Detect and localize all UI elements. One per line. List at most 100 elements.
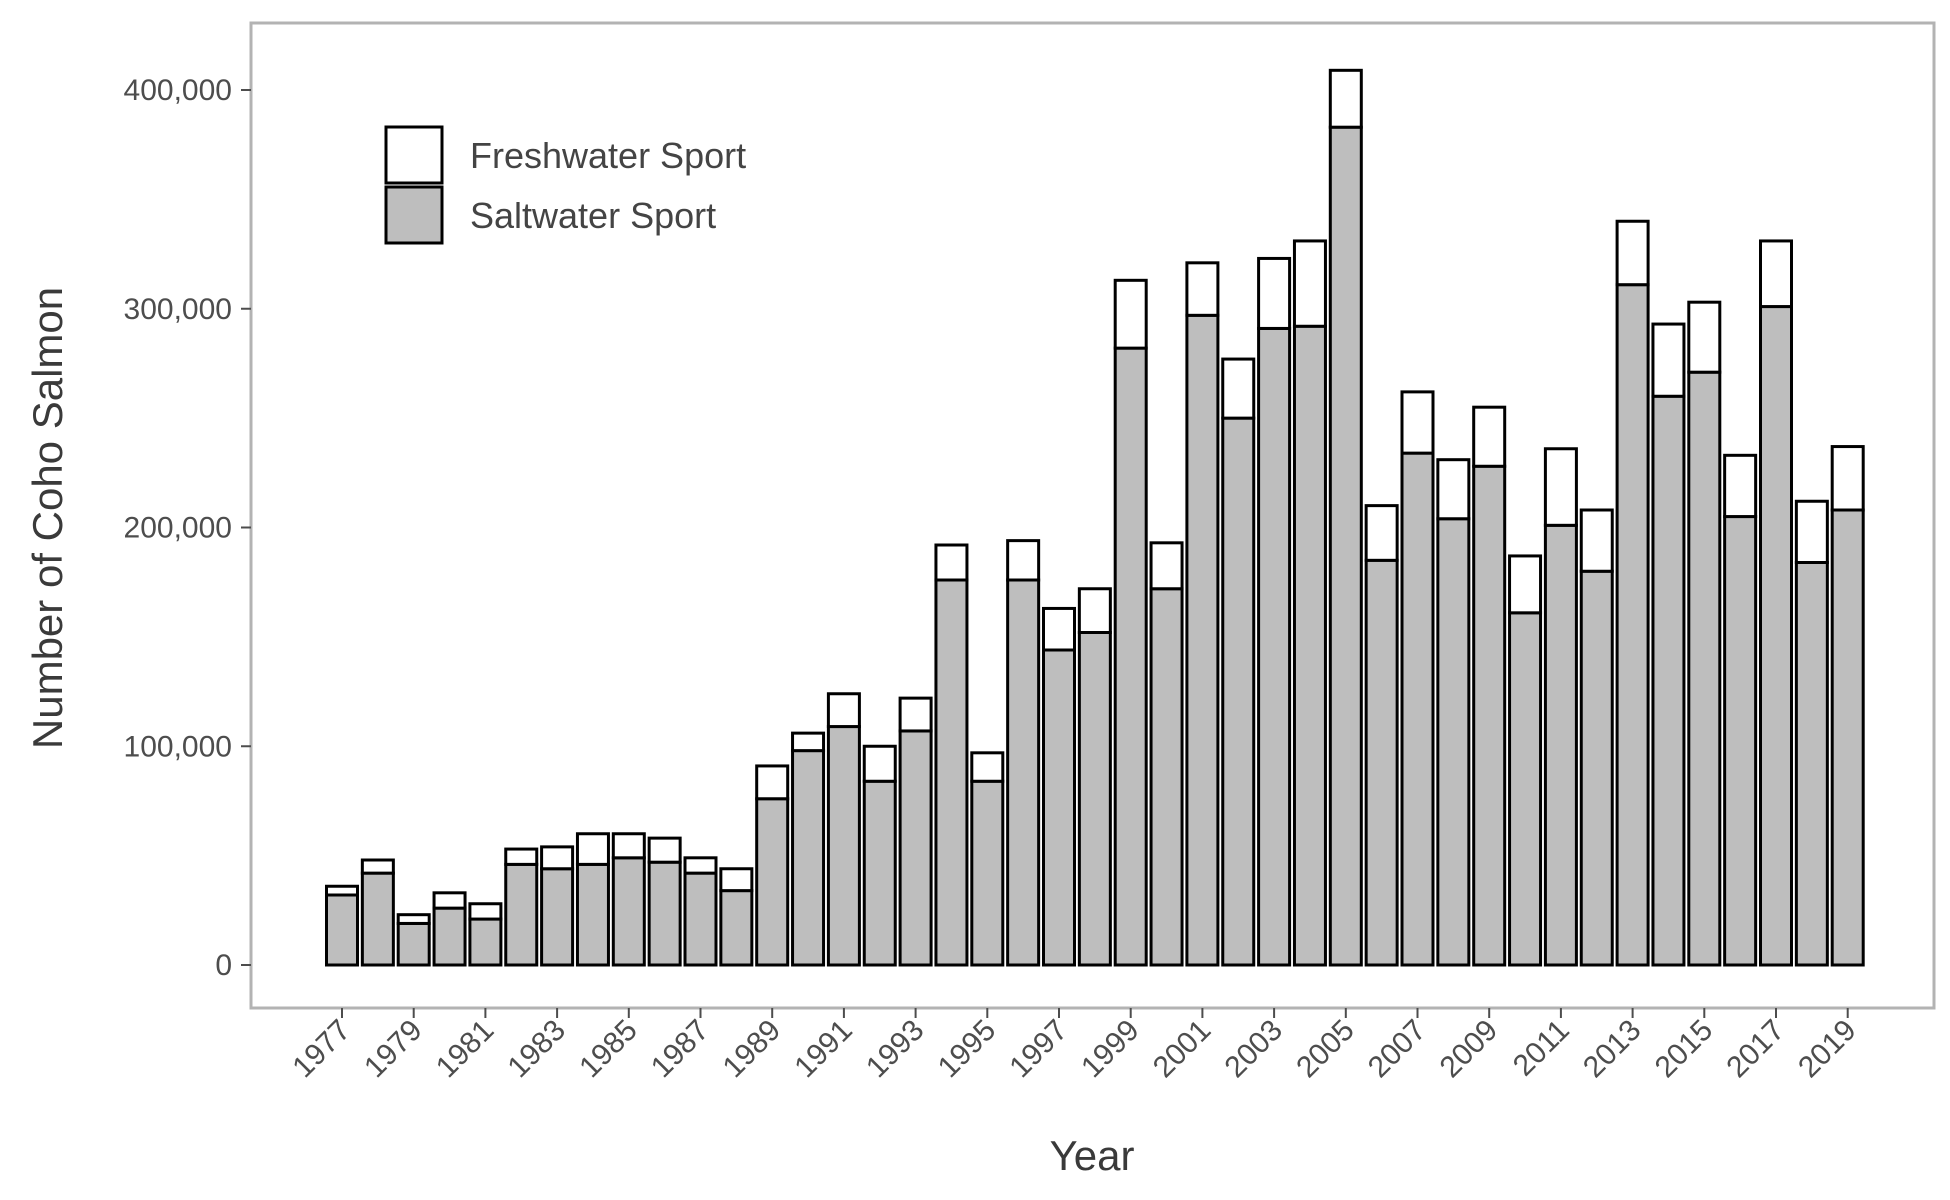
bar-freshwater-1977 bbox=[325, 884, 359, 897]
bar-freshwater-2009 bbox=[1472, 405, 1507, 468]
bar-freshwater-2012 bbox=[1579, 508, 1614, 573]
y-tick-label: 200,000 bbox=[124, 512, 232, 545]
legend-label-saltwater: Saltwater Sport bbox=[470, 195, 716, 236]
x-tick-label: 1993 bbox=[860, 1014, 931, 1085]
bar-saltwater-1997 bbox=[1042, 648, 1076, 967]
bar-freshwater-2015 bbox=[1687, 300, 1722, 374]
bar-saltwater-2000 bbox=[1149, 587, 1184, 967]
x-tick-label: 2011 bbox=[1507, 1014, 1576, 1083]
bar-saltwater-1987 bbox=[683, 871, 718, 967]
bar-saltwater-2004 bbox=[1292, 324, 1327, 967]
bar-freshwater-1992 bbox=[862, 744, 897, 783]
bar-saltwater-2009 bbox=[1472, 464, 1507, 967]
bar-freshwater-1979 bbox=[396, 913, 431, 925]
legend-swatch-freshwater bbox=[384, 125, 444, 185]
x-tick-label: 2013 bbox=[1577, 1014, 1648, 1085]
y-tick-label: 100,000 bbox=[124, 730, 232, 763]
bar-freshwater-1993 bbox=[898, 696, 933, 733]
bar-freshwater-2003 bbox=[1257, 256, 1292, 330]
x-tick-label: 1983 bbox=[502, 1014, 573, 1085]
bar-freshwater-2000 bbox=[1149, 541, 1184, 591]
bar-freshwater-2018 bbox=[1794, 499, 1829, 564]
x-tick-label: 1985 bbox=[573, 1014, 644, 1085]
bar-freshwater-2008 bbox=[1436, 458, 1471, 521]
bar-saltwater-2018 bbox=[1794, 561, 1829, 967]
bar-saltwater-2015 bbox=[1687, 370, 1722, 967]
bar-freshwater-1989 bbox=[755, 764, 790, 801]
bar-freshwater-2013 bbox=[1615, 219, 1650, 287]
x-axis-title: Year bbox=[1050, 1132, 1135, 1179]
x-tick-label: 1979 bbox=[358, 1014, 429, 1085]
legend-swatch-saltwater bbox=[384, 185, 444, 245]
x-tick-label: 1991 bbox=[788, 1014, 859, 1085]
bar-saltwater-1992 bbox=[862, 779, 897, 967]
bar-saltwater-1993 bbox=[898, 729, 933, 967]
x-tick-label: 2007 bbox=[1362, 1014, 1433, 1085]
y-axis-title: Number of Coho Salmon bbox=[24, 287, 71, 749]
x-tick-label: 2017 bbox=[1720, 1014, 1791, 1085]
bar-saltwater-1988 bbox=[719, 889, 754, 967]
bar-saltwater-2019 bbox=[1830, 508, 1865, 967]
bar-freshwater-1986 bbox=[647, 836, 682, 864]
x-tick-label: 1987 bbox=[645, 1014, 716, 1085]
bar-freshwater-2011 bbox=[1543, 447, 1578, 527]
x-tick-label: 2019 bbox=[1792, 1014, 1863, 1085]
x-tick-label: 1977 bbox=[286, 1014, 357, 1085]
bar-saltwater-1999 bbox=[1113, 346, 1148, 967]
bar-freshwater-1997 bbox=[1042, 606, 1076, 652]
bar-saltwater-1998 bbox=[1077, 631, 1112, 967]
bar-freshwater-1985 bbox=[611, 832, 646, 860]
bar-freshwater-1980 bbox=[432, 891, 467, 910]
bar-freshwater-2002 bbox=[1221, 357, 1256, 420]
legend-label-freshwater: Freshwater Sport bbox=[470, 135, 746, 176]
y-tick-label: 400,000 bbox=[124, 74, 232, 107]
bar-freshwater-1982 bbox=[504, 847, 539, 866]
bar-freshwater-1978 bbox=[360, 858, 395, 875]
bar-saltwater-2012 bbox=[1579, 569, 1614, 967]
bar-freshwater-1995 bbox=[970, 751, 1005, 783]
bar-freshwater-1990 bbox=[791, 731, 826, 753]
bar-freshwater-2019 bbox=[1830, 445, 1865, 512]
bar-saltwater-2011 bbox=[1543, 523, 1578, 967]
bar-freshwater-2014 bbox=[1651, 322, 1686, 398]
x-tick-label: 2005 bbox=[1290, 1014, 1361, 1085]
bar-freshwater-1983 bbox=[540, 845, 575, 871]
x-tick-label: 2009 bbox=[1434, 1014, 1505, 1085]
bar-freshwater-2010 bbox=[1508, 554, 1543, 615]
bar-freshwater-2005 bbox=[1328, 68, 1363, 129]
bar-freshwater-1981 bbox=[468, 902, 503, 921]
bar-freshwater-2007 bbox=[1400, 390, 1435, 455]
bars bbox=[325, 68, 1865, 967]
x-tick-label: 1997 bbox=[1003, 1014, 1074, 1085]
bar-saltwater-1981 bbox=[468, 917, 503, 967]
bar-saltwater-1991 bbox=[826, 725, 861, 967]
bar-saltwater-1995 bbox=[970, 779, 1005, 967]
x-tick-label: 2003 bbox=[1219, 1014, 1290, 1085]
bar-freshwater-1998 bbox=[1077, 587, 1112, 634]
bar-freshwater-1984 bbox=[575, 832, 610, 866]
bar-saltwater-2016 bbox=[1723, 515, 1758, 967]
bar-saltwater-1994 bbox=[934, 578, 969, 967]
bar-saltwater-1984 bbox=[575, 862, 610, 967]
bar-freshwater-2016 bbox=[1723, 453, 1758, 519]
bar-saltwater-2017 bbox=[1759, 305, 1793, 967]
bar-saltwater-2001 bbox=[1185, 313, 1220, 967]
bar-saltwater-1989 bbox=[755, 797, 790, 967]
x-tick-label: 2015 bbox=[1649, 1014, 1720, 1085]
bar-saltwater-1990 bbox=[791, 749, 826, 967]
bar-freshwater-2001 bbox=[1185, 261, 1220, 317]
x-tick-label: 1999 bbox=[1075, 1014, 1146, 1085]
x-tick-label: 1995 bbox=[932, 1014, 1003, 1085]
bar-saltwater-1996 bbox=[1006, 578, 1041, 967]
bar-saltwater-1985 bbox=[611, 856, 646, 967]
bar-freshwater-2017 bbox=[1759, 239, 1793, 309]
bar-saltwater-2003 bbox=[1257, 326, 1292, 967]
x-tick-label: 1981 bbox=[430, 1014, 501, 1085]
bar-saltwater-2013 bbox=[1615, 283, 1650, 967]
bar-freshwater-1996 bbox=[1006, 539, 1041, 582]
bar-freshwater-1991 bbox=[826, 692, 861, 729]
bar-freshwater-2006 bbox=[1364, 504, 1399, 562]
bar-saltwater-1979 bbox=[396, 921, 431, 967]
bar-saltwater-1980 bbox=[432, 906, 467, 967]
